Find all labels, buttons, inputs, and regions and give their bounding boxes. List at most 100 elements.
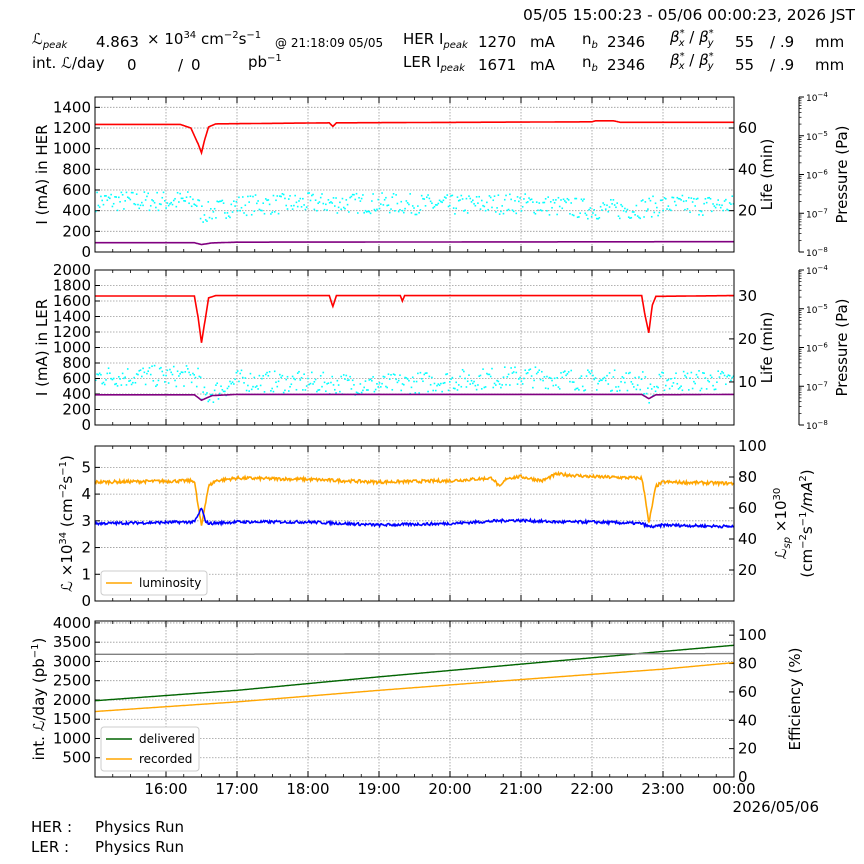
lifetime-point (264, 373, 267, 376)
lifetime-point (656, 206, 658, 209)
lifetime-point (654, 390, 657, 393)
lifetime-point (602, 377, 604, 380)
lifetime-point (194, 376, 197, 379)
lifetime-point (505, 194, 507, 197)
lifetime-point (611, 389, 613, 392)
lifetime-point (413, 380, 415, 383)
lifetime-point (135, 193, 138, 195)
lifetime-point (363, 211, 365, 214)
lifetime-point (317, 202, 319, 205)
lifetime-point (241, 196, 244, 198)
lifetime-point (236, 209, 239, 212)
lifetime-point (385, 196, 387, 199)
lifetime-point (702, 372, 704, 374)
lifetime-point (580, 198, 583, 201)
lifetime-point (695, 198, 698, 200)
her-beta-x: 55 (735, 33, 755, 51)
lifetime-point (607, 383, 610, 385)
lifetime-point (418, 392, 420, 394)
lifetime-point (146, 372, 148, 375)
lifetime-point (107, 367, 110, 370)
lifetime-point (684, 374, 686, 377)
lifetime-point (631, 211, 634, 213)
lifetime-point (194, 204, 197, 206)
lifetime-point (236, 370, 239, 372)
lifetime-point (188, 202, 190, 205)
y-tick-label: 2500 (53, 672, 91, 690)
lifetime-point (487, 373, 489, 376)
series-pressure (95, 393, 734, 402)
lifetime-point (556, 376, 558, 379)
lifetime-point (310, 194, 313, 197)
lifetime-point (576, 216, 579, 219)
lifetime-point (203, 386, 206, 389)
lifetime-point (443, 196, 446, 198)
lifetime-point (422, 197, 424, 200)
lifetime-point (326, 209, 328, 211)
lifetime-point (201, 205, 203, 207)
lifetime-point (650, 388, 653, 390)
y-right-tick-label: 20 (738, 202, 757, 220)
lifetime-point (530, 198, 533, 201)
lifetime-point (213, 207, 216, 210)
y-axis-label: I (mA) in HER (33, 124, 51, 224)
lifetime-point (492, 199, 495, 202)
y-right-tick-label: 40 (738, 711, 757, 729)
lifetime-point (109, 197, 111, 200)
lifetime-point (353, 384, 355, 386)
lifetime-point (341, 197, 344, 200)
lifetime-point (414, 213, 417, 216)
lifetime-point (351, 193, 354, 196)
lifetime-point (233, 383, 235, 385)
lifetime-point (185, 196, 188, 199)
footer-ler-status: Physics Run (95, 838, 185, 856)
y-tick-label: 200 (62, 401, 91, 419)
lifetime-point (298, 370, 300, 373)
lifetime-point (356, 212, 359, 214)
lifetime-point (575, 197, 578, 200)
lifetime-point (152, 200, 155, 202)
lifetime-point (313, 381, 316, 383)
lifetime-point (105, 379, 107, 381)
lifetime-point (368, 379, 371, 381)
lifetime-point (208, 216, 211, 219)
lifetime-point (484, 386, 487, 388)
lifetime-point (528, 369, 530, 371)
pressure-tick-label: 10−6 (806, 342, 828, 355)
lifetime-point (726, 208, 728, 211)
lifetime-point (114, 196, 116, 198)
lifetime-point (401, 209, 404, 212)
intl-label: int. ℒ/day (32, 54, 105, 72)
lifetime-point (422, 380, 424, 383)
lifetime-point (543, 201, 546, 204)
intl-value-recorded: 0 (191, 56, 201, 74)
lifetime-point (489, 196, 492, 199)
lifetime-point (443, 381, 446, 384)
lifetime-point (227, 215, 230, 217)
lifetime-point (326, 382, 328, 385)
lifetime-point (661, 371, 663, 374)
lifetime-point (661, 199, 663, 202)
lifetime-point (97, 204, 100, 207)
lifetime-point (169, 368, 171, 371)
lifetime-point (693, 380, 695, 383)
lifetime-point (436, 384, 438, 387)
lifetime-point (189, 196, 192, 198)
lifetime-point (164, 381, 166, 383)
lifetime-point (552, 384, 555, 387)
lifetime-point (679, 197, 681, 200)
lifetime-point (427, 194, 429, 196)
ler-beta-label: β*x / β*y (670, 51, 714, 72)
lifetime-point (300, 206, 303, 208)
lifetime-point (572, 214, 575, 217)
lifetime-point (277, 212, 280, 215)
y-right-tick-label: 20 (738, 561, 757, 579)
lifetime-point (473, 380, 475, 383)
lifetime-point (216, 382, 219, 385)
lifetime-point (694, 382, 696, 385)
lifetime-point (442, 199, 445, 202)
lifetime-point (402, 211, 405, 214)
lifetime-point (523, 377, 525, 380)
lifetime-point (666, 208, 668, 210)
lifetime-point (603, 203, 606, 206)
